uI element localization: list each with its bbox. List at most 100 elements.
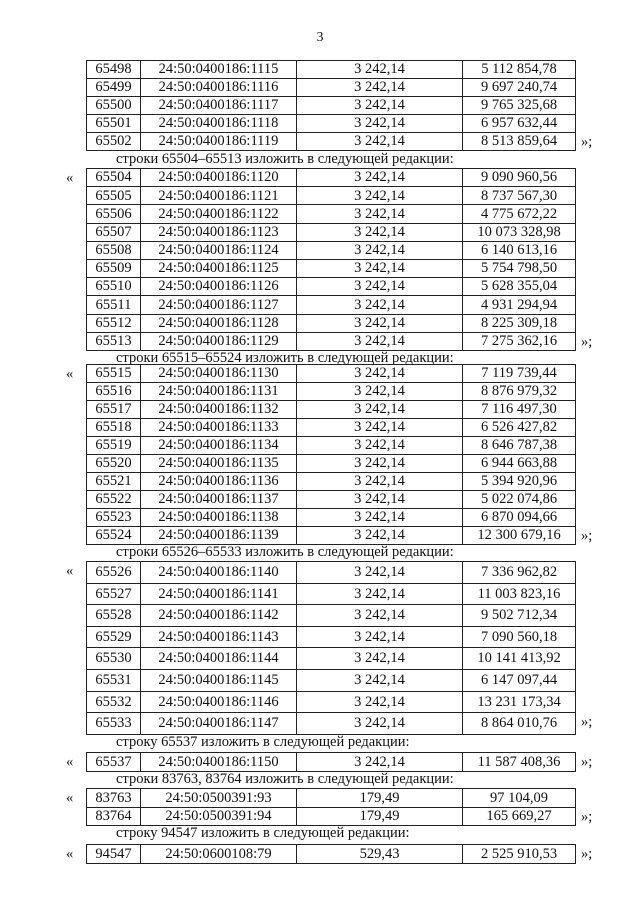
cadastral-number: 24:50:0500391:93 — [140, 788, 297, 808]
table-row: 65506 24:50:0400186:1122 3 242,14 4 775 672… — [86, 204, 576, 224]
cadastral-number: 24:50:0400186:1146 — [140, 690, 297, 714]
cadastral-number: 24:50:0400186:1142 — [140, 604, 297, 627]
table-row: 65528 24:50:0400186:1142 3 242,14 9 502 712… — [86, 604, 576, 627]
cadastral-number: 24:50:0400186:1122 — [140, 204, 297, 224]
closing-quote: »; — [581, 134, 593, 150]
table-row: 65513 24:50:0400186:1129 3 242,14 7 275 362… — [86, 331, 576, 351]
cadastral-number: 24:50:0400186:1127 — [140, 295, 297, 315]
cadastral-number: 24:50:0400186:1134 — [140, 436, 297, 455]
area-value: 3 242,14 — [296, 454, 463, 473]
row-number: 83764 — [86, 806, 141, 826]
cadastral-number: 24:50:0400186:1138 — [140, 508, 297, 527]
table-row: 65504 24:50:0400186:1120 3 242,14 9 090 960… — [86, 167, 576, 188]
area-value: 3 242,14 — [296, 204, 463, 224]
row-number: 65501 — [86, 114, 141, 133]
area-value: 3 242,14 — [296, 668, 463, 692]
cadastral-number: 24:50:0400186:1116 — [140, 78, 297, 97]
area-value: 3 242,14 — [296, 418, 463, 437]
cadastral-number: 24:50:0400186:1117 — [140, 96, 297, 115]
row-number: 65513 — [86, 331, 141, 351]
cadastral-number: 24:50:0400186:1147 — [140, 712, 297, 735]
row-number: 65528 — [86, 604, 141, 627]
row-number: 65510 — [86, 277, 141, 297]
row-number: 65521 — [86, 472, 141, 491]
cadastral-value: 7 275 362,16 — [462, 331, 576, 351]
cadastral-number: 24:50:0400186:1132 — [140, 400, 297, 419]
cadastral-value: 5 022 074,86 — [462, 490, 576, 509]
table-row: 65532 24:50:0400186:1146 3 242,14 13 231 17… — [86, 690, 576, 714]
area-value: 3 242,14 — [296, 277, 463, 297]
cadastral-value: 9 502 712,34 — [462, 604, 576, 627]
row-number: 65508 — [86, 240, 141, 260]
area-value: 3 242,14 — [296, 436, 463, 455]
table-row: 65501 24:50:0400186:1118 3 242,14 6 957 632… — [86, 114, 576, 133]
area-value: 3 242,14 — [296, 582, 463, 606]
row-number: 65522 — [86, 490, 141, 509]
closing-quote: »; — [581, 333, 593, 350]
opening-quote: « — [66, 366, 74, 382]
cadastral-value: 6 944 663,88 — [462, 454, 576, 473]
row-number: 65517 — [86, 400, 141, 419]
row-number: 65516 — [86, 382, 141, 401]
row-number: 65531 — [86, 668, 141, 692]
row-number: 65530 — [86, 647, 141, 670]
amendment-intro: строки 83763, 83764 изложить в следующей… — [116, 771, 454, 787]
cadastral-number: 24:50:0400186:1119 — [140, 132, 297, 151]
table-row: 65521 24:50:0400186:1136 3 242,14 5 394 920… — [86, 472, 576, 491]
table-row: 65518 24:50:0400186:1133 3 242,14 6 526 427… — [86, 418, 576, 437]
cadastral-value: 13 231 173,34 — [462, 690, 576, 714]
area-value: 3 242,14 — [296, 114, 463, 133]
table-row: 65522 24:50:0400186:1137 3 242,14 5 022 074… — [86, 490, 576, 509]
opening-quote: « — [66, 790, 74, 806]
cadastral-number: 24:50:0400186:1140 — [140, 561, 297, 584]
row-number: 65504 — [86, 167, 141, 188]
area-value: 3 242,14 — [296, 712, 463, 735]
row-number: 65537 — [86, 752, 141, 772]
cadastral-value: 6 957 632,44 — [462, 114, 576, 133]
data-table: 65498 24:50:0400186:1115 3 242,14 5 112 854… — [86, 60, 576, 151]
row-number: 65507 — [86, 222, 141, 242]
cadastral-value: 2 525 910,53 — [462, 844, 576, 864]
row-number: 65524 — [86, 526, 141, 545]
table-row: 65524 24:50:0400186:1139 3 242,14 12 300 67… — [86, 526, 576, 545]
cadastral-value: 8 876 979,32 — [462, 382, 576, 401]
cadastral-value: 5 394 920,96 — [462, 472, 576, 491]
closing-quote: »; — [581, 714, 593, 731]
row-number: 65526 — [86, 561, 141, 584]
cadastral-number: 24:50:0400186:1126 — [140, 277, 297, 297]
table-row: 65529 24:50:0400186:1143 3 242,14 7 090 560… — [86, 625, 576, 649]
cadastral-number: 24:50:0400186:1118 — [140, 114, 297, 133]
closing-quote: »; — [581, 754, 593, 770]
cadastral-number: 24:50:0500391:94 — [140, 806, 297, 826]
table-row: 65523 24:50:0400186:1138 3 242,14 6 870 094… — [86, 508, 576, 527]
cadastral-value: 8 225 309,18 — [462, 313, 576, 333]
row-number: 65502 — [86, 132, 141, 151]
area-value: 3 242,14 — [296, 313, 463, 333]
table-row: 65511 24:50:0400186:1127 3 242,14 4 931 294… — [86, 295, 576, 315]
cadastral-number: 24:50:0400186:1125 — [140, 258, 297, 279]
row-number: 65519 — [86, 436, 141, 455]
closing-quote: »; — [581, 846, 593, 862]
table-row: 65505 24:50:0400186:1121 3 242,14 8 737 567… — [86, 186, 576, 206]
table-row: 65499 24:50:0400186:1116 3 242,14 9 697 240… — [86, 78, 576, 97]
area-value: 3 242,14 — [296, 472, 463, 491]
cadastral-number: 24:50:0400186:1123 — [140, 222, 297, 242]
cadastral-number: 24:50:0400186:1135 — [140, 454, 297, 473]
cadastral-value: 6 147 097,44 — [462, 668, 576, 692]
cadastral-number: 24:50:0400186:1150 — [140, 752, 297, 772]
table-row: 65520 24:50:0400186:1135 3 242,14 6 944 663… — [86, 454, 576, 473]
cadastral-value: 97 104,09 — [462, 788, 576, 808]
row-number: 94547 — [86, 844, 141, 864]
cadastral-number: 24:50:0400186:1115 — [140, 60, 297, 79]
cadastral-value: 10 073 328,98 — [462, 222, 576, 242]
area-value: 179,49 — [296, 788, 463, 808]
data-table: 94547 24:50:0600108:79 529,43 2 525 910,53 — [86, 844, 576, 864]
row-number: 83763 — [86, 788, 141, 808]
row-number: 65518 — [86, 418, 141, 437]
cadastral-value: 5 754 798,50 — [462, 258, 576, 279]
cadastral-value: 8 737 567,30 — [462, 186, 576, 206]
area-value: 179,49 — [296, 806, 463, 826]
cadastral-value: 6 870 094,66 — [462, 508, 576, 527]
row-number: 65532 — [86, 690, 141, 714]
row-number: 65505 — [86, 186, 141, 206]
